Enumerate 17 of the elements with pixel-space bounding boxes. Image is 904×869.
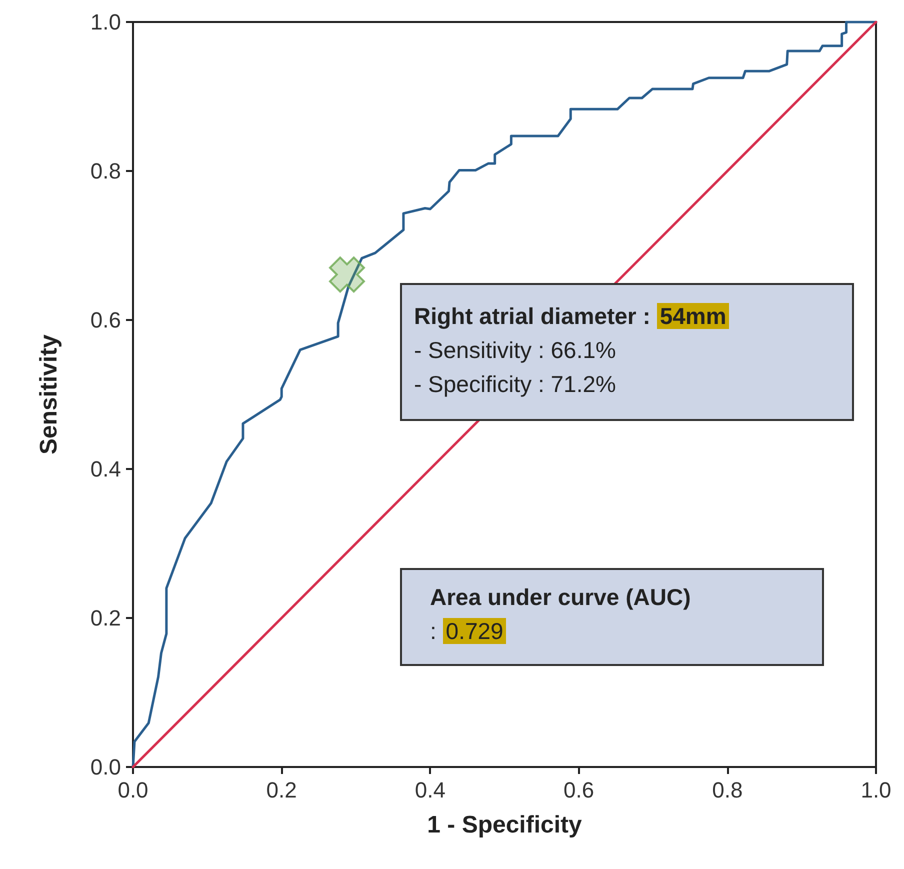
y-axis-title: Sensitivity: [36, 334, 62, 455]
x-tick-label: 0.6: [564, 778, 594, 802]
y-tick-label: 0.0: [90, 754, 121, 780]
x-tick-label: 0.4: [414, 778, 446, 802]
y-tick-label: 0.8: [90, 158, 121, 184]
y-tick-label: 0.4: [90, 456, 121, 482]
y-tick-label: 0.2: [90, 606, 121, 630]
x-tick-label: 0.8: [712, 778, 743, 802]
note-box: Area under curve (AUC) : 0.729: [400, 568, 824, 666]
note-box: Right atrial diameter : 54mm - Sensitivity : 66.1% - Specificity : 71.2%: [400, 283, 854, 421]
x-tick-label: 1.0: [860, 778, 892, 802]
y-tick-label: 0.6: [90, 308, 121, 332]
y-tick-label: 1.0: [90, 10, 121, 34]
x-tick-label: 0.0: [118, 778, 148, 802]
x-axis-title: 1 - Specificity: [427, 812, 583, 838]
x-tick-label: 0.2: [266, 778, 297, 802]
annotation: Area under curve (AUC) : 0.729: [430, 583, 692, 646]
